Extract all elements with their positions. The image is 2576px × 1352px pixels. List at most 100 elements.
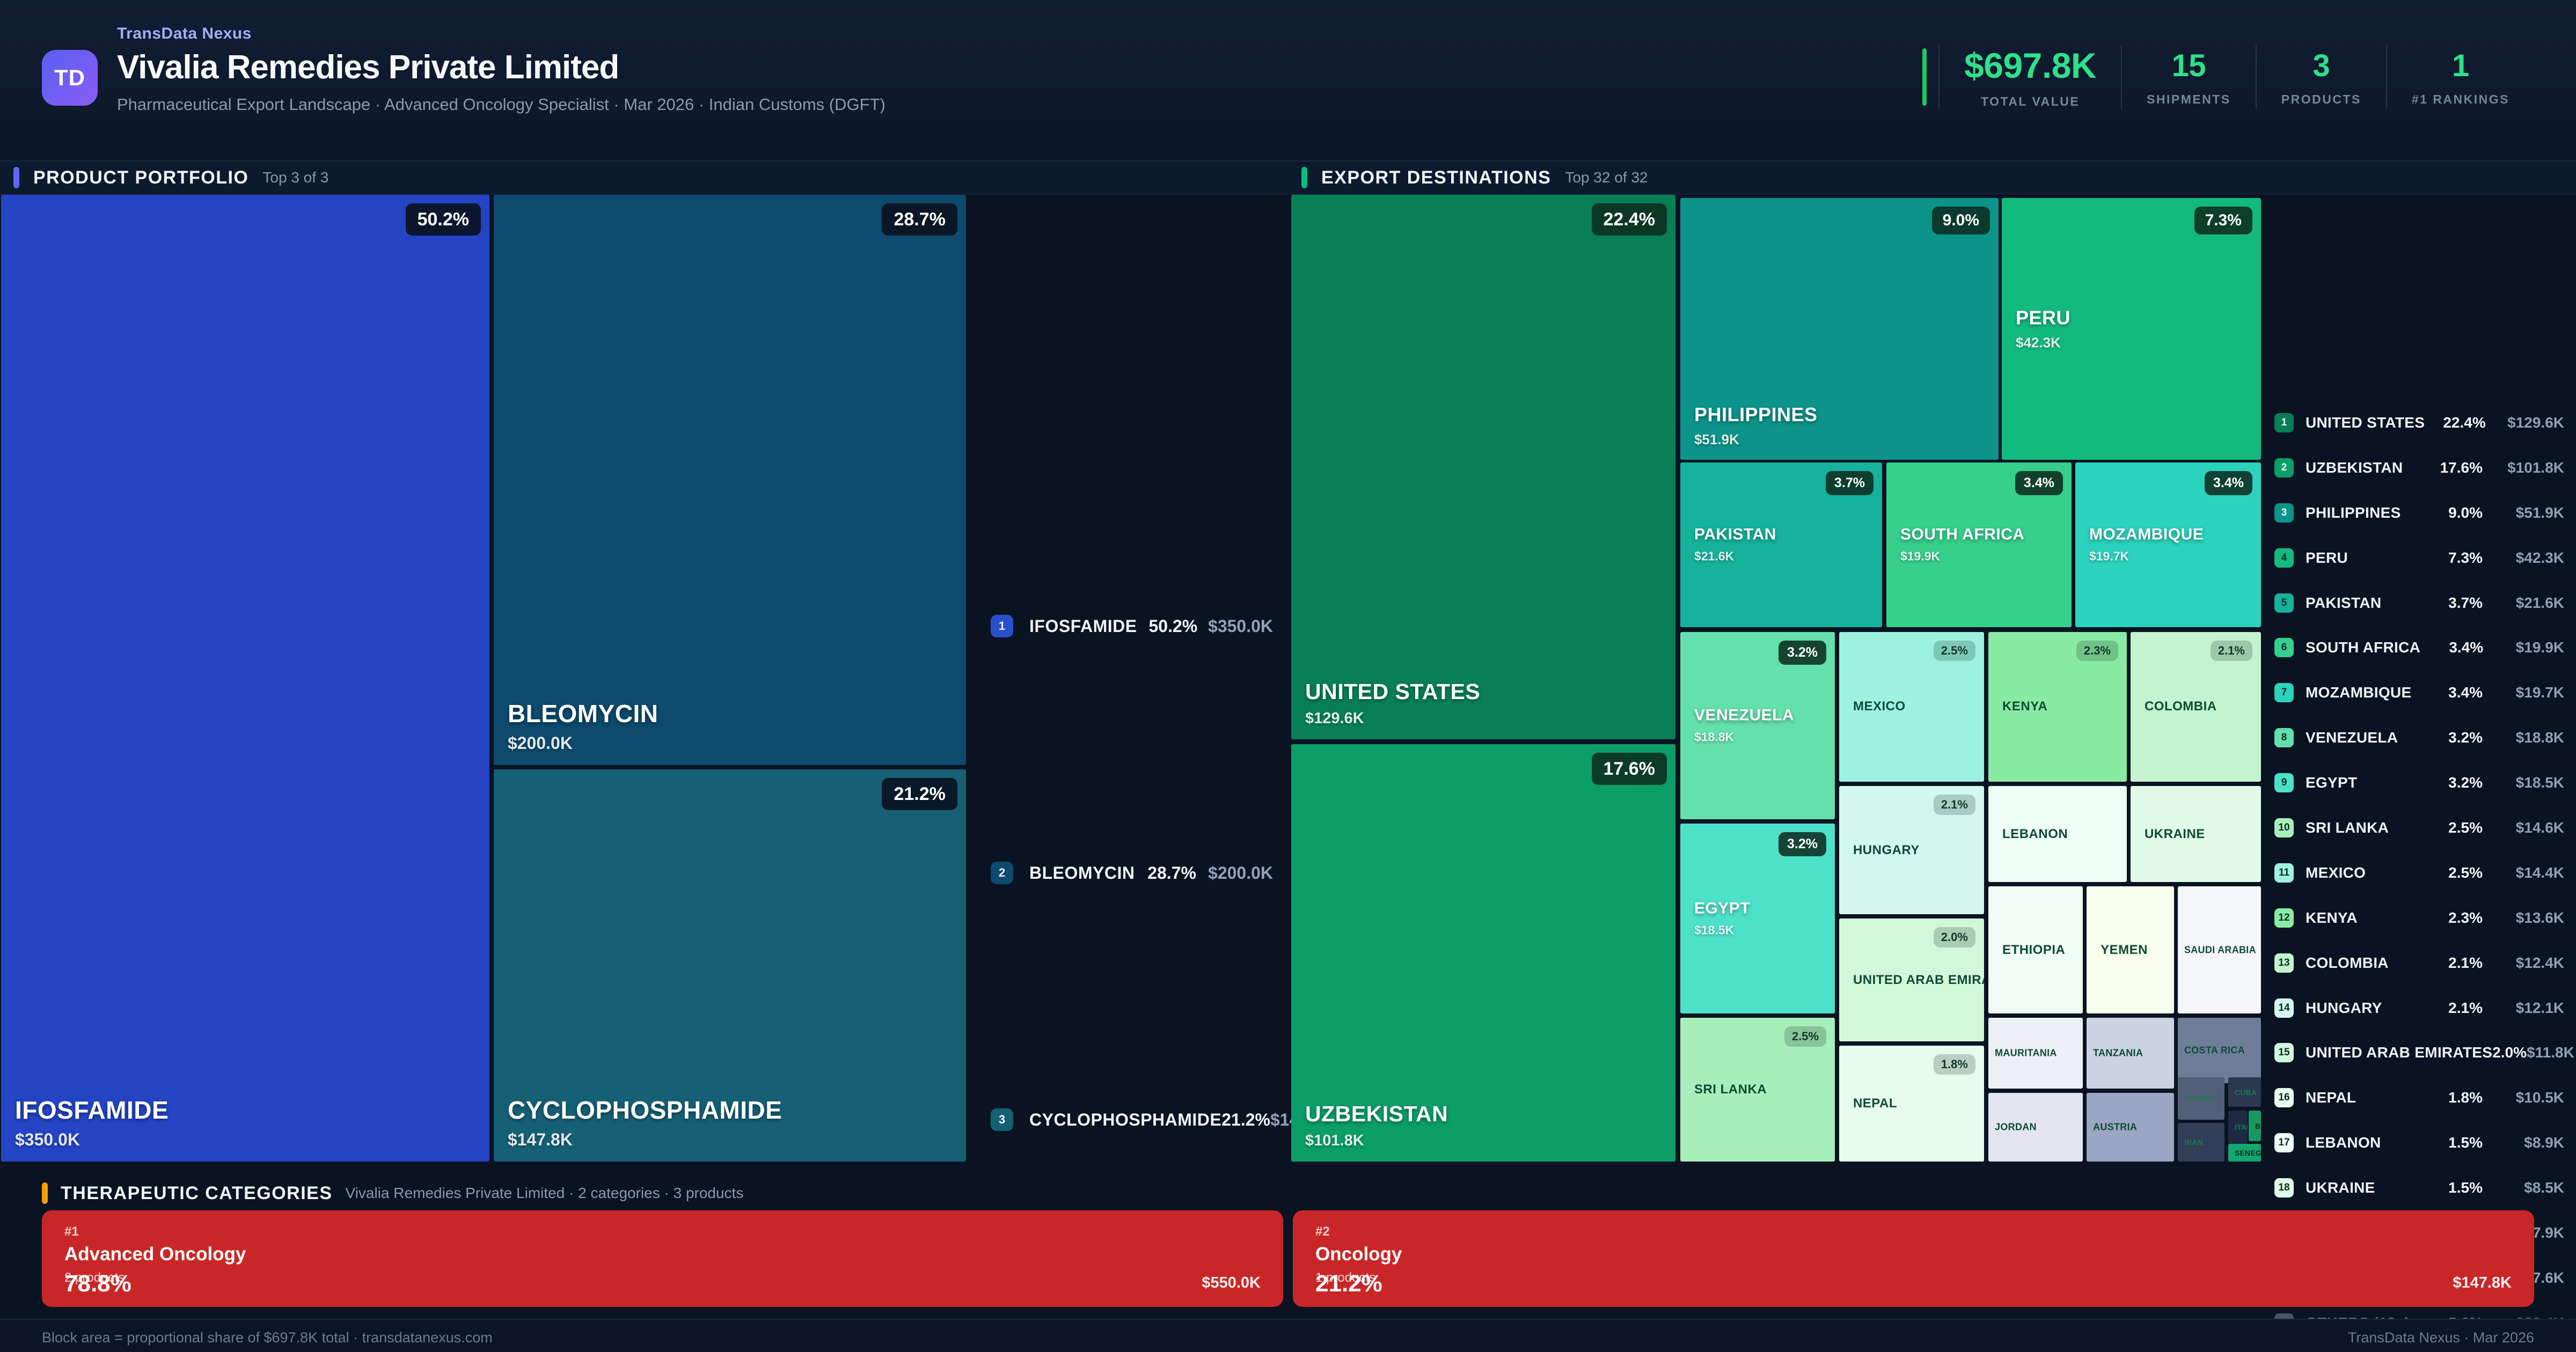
treemap-block-lebanon[interactable]: LEBANON xyxy=(1988,786,2127,883)
treemap-block-pakistan[interactable]: 3.7% PAKISTAN $21.6K xyxy=(1680,462,1882,627)
treemap-block-mozambique[interactable]: 3.4% MOZAMBIQUE $19.7K xyxy=(2075,462,2261,627)
block-label: UNITED ARAB EMIRATES xyxy=(1853,973,1984,988)
destination-legend-item-peru[interactable]: 4 PERU 7.3% $42.3K xyxy=(2274,548,2564,568)
stat-1-rankings: 1 #1 RANKINGS xyxy=(2385,45,2534,109)
block-country-name: MAURITANIA xyxy=(1995,1047,2057,1059)
block-value: $19.7K xyxy=(2089,549,2129,563)
legend-country-name: HUNGARY xyxy=(2306,999,2382,1016)
block-label: NEPAL xyxy=(1853,1096,1979,1111)
destination-legend-item-mexico[interactable]: 11 MEXICO 2.5% $14.4K xyxy=(2274,863,2564,883)
treemap-block-yemen[interactable]: YEMEN xyxy=(2087,886,2175,1014)
treemap-block-hungary[interactable]: 2.1% HUNGARY xyxy=(1839,786,1984,915)
block-label: IRAN xyxy=(2184,1138,2219,1147)
rank-badge: 11 xyxy=(2274,863,2294,883)
treemap-block-cyclophosphamide[interactable]: 21.2% CYCLOPHOSPHAMIDE $147.8K xyxy=(493,769,966,1162)
treemap-block-peru[interactable]: 7.3% PERU $42.3K xyxy=(2001,197,2261,460)
destination-legend-item-south-africa[interactable]: 6 SOUTH AFRICA 3.4% $19.9K xyxy=(2274,638,2564,658)
legend-country-name: VENEZUELA xyxy=(2306,729,2398,746)
block-label: BLEOMYCIN $200.0K xyxy=(508,699,961,753)
legend-country-pct: 3.2% xyxy=(2448,774,2483,791)
share-badge: 3.4% xyxy=(2015,471,2063,495)
legend-country-value: $21.6K xyxy=(2515,594,2564,611)
legend-country-name: UNITED ARAB EMIRATES xyxy=(2306,1044,2493,1061)
share-badge: 3.4% xyxy=(2205,471,2252,495)
block-label: PERU $42.3K xyxy=(2016,306,2256,351)
destination-legend-item-sri-lanka[interactable]: 10 SRI LANKA 2.5% $14.6K xyxy=(2274,818,2564,838)
block-country-name: AUSTRIA xyxy=(2093,1121,2138,1133)
category-name: Oncology xyxy=(1315,1244,1402,1265)
destination-legend-item-uzbekistan[interactable]: 2 UZBEKISTAN 17.6% $101.8K xyxy=(2274,458,2564,477)
block-value: $200.0K xyxy=(507,733,573,753)
share-badge: 50.2% xyxy=(405,203,481,236)
legend-country-pct: 2.1% xyxy=(2448,954,2483,971)
stat-label: TOTAL VALUE xyxy=(1980,94,2080,108)
treemap-block-costa-rica[interactable]: COSTA RICA xyxy=(2177,1018,2261,1084)
destination-legend-item-philippines[interactable]: 3 PHILIPPINES 9.0% $51.9K xyxy=(2274,503,2564,523)
block-country-name: LEBANON xyxy=(2002,826,2068,841)
destination-legend-item-united-arab-emirates[interactable]: 15 UNITED ARAB EMIRATES 2.0% $11.8K xyxy=(2274,1043,2574,1063)
destination-legend-item-kenya[interactable]: 12 KENYA 2.3% $13.6K xyxy=(2274,908,2564,928)
destination-legend-item-venezuela[interactable]: 8 VENEZUELA 3.2% $18.8K xyxy=(2274,728,2564,748)
block-label: AUSTRIA xyxy=(2093,1122,2169,1133)
destination-legend-item-nepal[interactable]: 16 NEPAL 1.8% $10.5K xyxy=(2274,1088,2564,1108)
legend-country-value: $8.5K xyxy=(2524,1179,2564,1196)
block-label: PHILIPPINES $51.9K xyxy=(1694,403,1993,448)
legend-country-name: NEPAL xyxy=(2306,1089,2357,1106)
treemap-block-kenya[interactable]: 2.3% KENYA xyxy=(1988,631,2127,782)
treemap-block-turkey[interactable]: TURKEY xyxy=(2177,1077,2224,1120)
treemap-block-austria[interactable]: AUSTRIA xyxy=(2087,1093,2175,1162)
legend-country-name: LEBANON xyxy=(2306,1134,2381,1151)
block-country-name: MOZAMBIQUE xyxy=(2089,525,2204,543)
destination-legend-item-colombia[interactable]: 13 COLOMBIA 2.1% $12.4K xyxy=(2274,953,2564,973)
legend-country-value: $18.8K xyxy=(2515,729,2564,746)
treemap-block-bleomycin[interactable]: 28.7% BLEOMYCIN $200.0K xyxy=(493,195,966,766)
legend-product-pct: 50.2% xyxy=(1148,616,1198,636)
destination-legend-item-mozambique[interactable]: 7 MOZAMBIQUE 3.4% $19.7K xyxy=(2274,683,2564,703)
treemap-block-nepal[interactable]: 1.8% NEPAL xyxy=(1839,1046,1984,1162)
legend-country-pct: 3.4% xyxy=(2449,639,2484,656)
product-legend-item-ifosfamide[interactable]: 1 IFOSFAMIDE 50.2% $350.0K xyxy=(972,615,1288,637)
treemap-block-venezuela[interactable]: 3.2% VENEZUELA $18.8K xyxy=(1680,631,1835,820)
treemap-block-benin[interactable]: BENIN xyxy=(2249,1111,2261,1141)
treemap-block-uzbekistan[interactable]: 17.6% UZBEKISTAN $101.8K xyxy=(1291,744,1675,1162)
treemap-block-jordan[interactable]: JORDAN xyxy=(1988,1093,2083,1162)
destination-legend-item-pakistan[interactable]: 5 PAKISTAN 3.7% $21.6K xyxy=(2274,593,2564,613)
product-legend-item-bleomycin[interactable]: 2 BLEOMYCIN 28.7% $200.0K xyxy=(972,862,1288,884)
treemap-block-sri-lanka[interactable]: 2.5% SRI LANKA xyxy=(1680,1018,1835,1162)
treemap-block-egypt[interactable]: 3.2% EGYPT $18.5K xyxy=(1680,824,1835,1014)
block-country-name: COSTA RICA xyxy=(2184,1045,2245,1056)
header-brand-block: TD TransData Nexus Vivalia Remedies Priv… xyxy=(42,25,885,114)
legend-country-value: $12.4K xyxy=(2515,954,2564,971)
treemap-block-united-states[interactable]: 22.4% UNITED STATES $129.6K xyxy=(1291,195,1675,740)
treemap-block-colombia[interactable]: 2.1% COLOMBIA xyxy=(2130,631,2261,782)
treemap-block-senegal[interactable]: SENEGAL xyxy=(2228,1144,2261,1162)
treemap-block-ethiopia[interactable]: ETHIOPIA xyxy=(1988,886,2083,1014)
destinations-section-subtitle: Top 32 of 32 xyxy=(1565,169,1648,186)
treemap-block-south-africa[interactable]: 3.4% SOUTH AFRICA $19.9K xyxy=(1886,462,2072,627)
block-label: TANZANIA xyxy=(2093,1048,2169,1059)
destination-legend-item-ukraine[interactable]: 18 UKRAINE 1.5% $8.5K xyxy=(2274,1178,2564,1198)
category-card-advanced-oncology[interactable]: #1 Advanced Oncology 2 products 78.8% $550.0… xyxy=(42,1210,1283,1307)
treemap-block-mexico[interactable]: 2.5% MEXICO xyxy=(1839,631,1984,782)
block-value: $129.6K xyxy=(1305,710,1364,728)
category-card-oncology[interactable]: #2 Oncology 1 products 21.2% $147.8K xyxy=(1293,1210,2534,1307)
share-badge: 9.0% xyxy=(1931,206,1990,234)
treemap-block-italy[interactable]: ITALY xyxy=(2228,1111,2248,1144)
treemap-block-mauritania[interactable]: MAURITANIA xyxy=(1988,1018,2083,1089)
destination-legend-item-hungary[interactable]: 14 HUNGARY 2.1% $12.1K xyxy=(2274,998,2564,1018)
destination-legend-item-egypt[interactable]: 9 EGYPT 3.2% $18.5K xyxy=(2274,773,2564,793)
treemap-block-ukraine[interactable]: UKRAINE xyxy=(2130,786,2261,883)
destination-legend-item-united-states[interactable]: 1 UNITED STATES 22.4% $129.6K xyxy=(2274,413,2564,432)
treemap-block-cuba[interactable]: CUBA xyxy=(2228,1077,2261,1107)
treemap-block-iran[interactable]: IRAN xyxy=(2177,1123,2224,1162)
treemap-block-philippines[interactable]: 9.0% PHILIPPINES $51.9K xyxy=(1680,197,1999,460)
destination-legend-item-lebanon[interactable]: 17 LEBANON 1.5% $8.9K xyxy=(2274,1133,2564,1153)
block-country-name: KENYA xyxy=(2002,699,2048,714)
treemap-block-united-arab-emirates[interactable]: 2.0% UNITED ARAB EMIRATES xyxy=(1839,919,1984,1042)
block-country-name: PHILIPPINES xyxy=(1694,403,1818,425)
treemap-block-tanzania[interactable]: TANZANIA xyxy=(2087,1018,2175,1089)
treemap-block-saudi-arabia[interactable]: SAUDI ARABIA xyxy=(2177,886,2261,1014)
rank-badge: 6 xyxy=(2274,638,2294,658)
treemap-block-ifosfamide[interactable]: 50.2% IFOSFAMIDE $350.0K xyxy=(1,195,489,1162)
